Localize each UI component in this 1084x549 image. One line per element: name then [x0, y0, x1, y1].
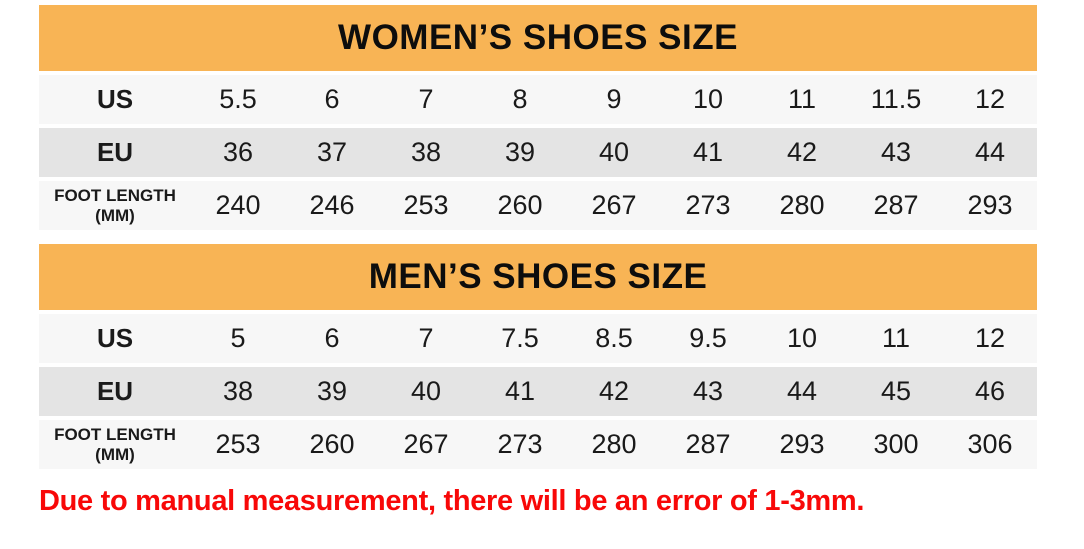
size-cell: 46: [974, 376, 1006, 406]
size-cell: 39: [504, 137, 536, 167]
foot-length-label-line1: FOOT LENGTH: [54, 185, 176, 205]
size-cell: 246: [309, 190, 355, 220]
men-size-table: MEN’S SHOES SIZE US 5 6 7 7.5 8.5 9.5 10…: [39, 244, 1037, 469]
size-cell: 43: [880, 137, 912, 167]
size-cell: 7: [418, 84, 434, 114]
size-cell: 253: [403, 190, 449, 220]
foot-length-label-line1: FOOT LENGTH: [54, 424, 176, 444]
size-cell: 6: [324, 323, 340, 353]
size-cell: 5.5: [219, 84, 257, 114]
size-cell: 44: [974, 137, 1006, 167]
size-cell: 273: [497, 429, 543, 459]
size-cell: 12: [974, 323, 1006, 353]
size-cell: 7: [418, 323, 434, 353]
size-cell: 280: [779, 190, 825, 220]
size-cell: 11: [881, 323, 911, 353]
size-cell: 260: [497, 190, 543, 220]
size-cell: 300: [873, 429, 919, 459]
size-chart-page: WOMEN’S SHOES SIZE US 5.5 6 7 8 9 10 11 …: [39, 5, 1037, 469]
size-cell: 42: [598, 376, 630, 406]
size-cell: 273: [685, 190, 731, 220]
men-table-header: MEN’S SHOES SIZE: [39, 244, 1037, 310]
size-cell: 44: [786, 376, 818, 406]
row-label-us: US: [96, 323, 134, 353]
size-cell: 7.5: [501, 323, 539, 353]
size-cell: 293: [779, 429, 825, 459]
size-cell: 12: [974, 84, 1006, 114]
women-size-table: WOMEN’S SHOES SIZE US 5.5 6 7 8 9 10 11 …: [39, 5, 1037, 230]
women-row-us: US 5.5 6 7 8 9 10 11 11.5 12: [39, 75, 1037, 124]
size-cell: 41: [692, 137, 724, 167]
size-cell: 287: [685, 429, 731, 459]
size-cell: 240: [215, 190, 261, 220]
size-cell: 41: [504, 376, 536, 406]
size-cell: 280: [591, 429, 637, 459]
men-row-us: US 5 6 7 7.5 8.5 9.5 10 11 12: [39, 314, 1037, 363]
size-cell: 42: [786, 137, 818, 167]
row-label-foot-length: FOOT LENGTH (MM): [39, 181, 191, 230]
size-cell: 267: [591, 190, 637, 220]
size-cell: 36: [222, 137, 254, 167]
size-cell: 11.5: [870, 84, 922, 114]
size-cell: 43: [692, 376, 724, 406]
foot-length-label-line2: (MM): [95, 444, 135, 464]
men-row-eu: EU 38 39 40 41 42 43 44 45 46: [39, 367, 1037, 416]
foot-length-label-line2: (MM): [95, 205, 135, 225]
row-label-us: US: [96, 84, 134, 114]
women-row-eu: EU 36 37 38 39 40 41 42 43 44: [39, 128, 1037, 177]
size-cell: 253: [215, 429, 261, 459]
row-label-eu: EU: [96, 137, 134, 167]
size-cell: 40: [598, 137, 630, 167]
women-table-title: WOMEN’S SHOES SIZE: [338, 18, 738, 57]
size-cell: 293: [967, 190, 1013, 220]
size-cell: 9: [606, 84, 622, 114]
size-cell: 38: [222, 376, 254, 406]
size-cell: 10: [692, 84, 724, 114]
size-cell: 45: [880, 376, 912, 406]
women-row-foot-length: FOOT LENGTH (MM) 240 246 253 260 267 273…: [39, 181, 1037, 230]
row-label-foot-length: FOOT LENGTH (MM): [39, 420, 191, 469]
size-cell: 39: [316, 376, 348, 406]
row-label-eu: EU: [96, 376, 134, 406]
size-cell: 11: [787, 84, 817, 114]
men-row-foot-length: FOOT LENGTH (MM) 253 260 267 273 280 287…: [39, 420, 1037, 469]
size-cell: 306: [967, 429, 1013, 459]
size-cell: 8: [512, 84, 528, 114]
size-cell: 37: [316, 137, 348, 167]
size-cell: 6: [324, 84, 340, 114]
size-cell: 9.5: [689, 323, 727, 353]
size-cell: 38: [410, 137, 442, 167]
size-cell: 260: [309, 429, 355, 459]
women-table-header: WOMEN’S SHOES SIZE: [39, 5, 1037, 71]
size-cell: 287: [873, 190, 919, 220]
size-cell: 5: [230, 323, 246, 353]
size-cell: 40: [410, 376, 442, 406]
measurement-disclaimer: Due to manual measurement, there will be…: [39, 485, 865, 517]
men-table-title: MEN’S SHOES SIZE: [368, 257, 708, 296]
size-cell: 267: [403, 429, 449, 459]
size-cell: 10: [786, 323, 818, 353]
size-cell: 8.5: [595, 323, 633, 353]
